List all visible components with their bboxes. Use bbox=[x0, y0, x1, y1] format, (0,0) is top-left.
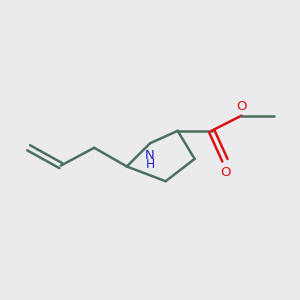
Text: O: O bbox=[220, 166, 231, 178]
Text: N: N bbox=[145, 149, 155, 162]
Text: O: O bbox=[236, 100, 247, 113]
Text: H: H bbox=[146, 158, 154, 171]
